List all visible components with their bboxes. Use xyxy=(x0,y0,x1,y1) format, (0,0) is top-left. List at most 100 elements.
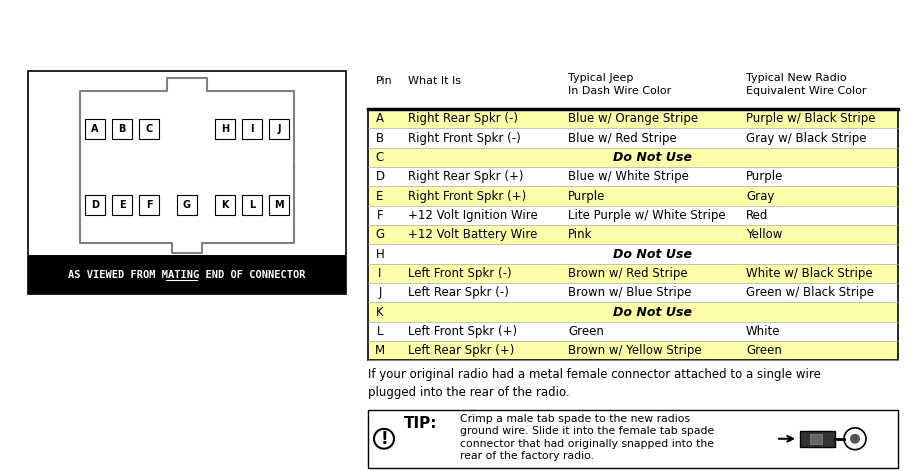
Circle shape xyxy=(843,428,865,450)
Text: TIP:: TIP: xyxy=(404,416,437,431)
Text: G: G xyxy=(183,200,190,210)
Bar xyxy=(215,119,235,139)
Text: K: K xyxy=(221,200,229,210)
Text: I: I xyxy=(250,124,253,134)
Text: Right Front Spkr (-): Right Front Spkr (-) xyxy=(407,132,520,145)
Bar xyxy=(368,264,897,283)
Bar xyxy=(112,119,132,139)
Bar xyxy=(368,410,897,468)
Text: +12 Volt Battery Wire: +12 Volt Battery Wire xyxy=(407,228,537,241)
Text: Left Rear Spkr (-): Left Rear Spkr (-) xyxy=(407,286,508,299)
Text: Do Not Use: Do Not Use xyxy=(613,306,691,319)
Bar xyxy=(368,109,897,360)
Text: E: E xyxy=(118,200,125,210)
Text: What It Is: What It Is xyxy=(407,76,460,86)
Text: White: White xyxy=(745,325,780,338)
Text: Pink: Pink xyxy=(568,228,592,241)
Text: Left Front Spkr (+): Left Front Spkr (+) xyxy=(407,325,517,338)
Bar xyxy=(368,283,897,302)
Text: Blue w/ Red Stripe: Blue w/ Red Stripe xyxy=(568,132,676,145)
Bar xyxy=(215,195,235,215)
Text: Typical New Radio
Equivalent Wire Color: Typical New Radio Equivalent Wire Color xyxy=(745,73,865,96)
Bar xyxy=(368,225,897,244)
Text: A: A xyxy=(375,112,384,125)
Text: C: C xyxy=(145,124,152,134)
Text: M: M xyxy=(374,344,384,357)
Text: E: E xyxy=(376,189,384,203)
Text: Gray w/ Black Stripe: Gray w/ Black Stripe xyxy=(745,132,865,145)
Text: C: C xyxy=(375,151,384,164)
Text: Pin: Pin xyxy=(375,76,393,86)
Text: K: K xyxy=(375,306,384,319)
Text: Do Not Use: Do Not Use xyxy=(613,151,691,164)
Bar xyxy=(177,195,197,215)
Text: Left Front Spkr (-): Left Front Spkr (-) xyxy=(407,267,511,280)
Text: H: H xyxy=(220,124,229,134)
Text: L: L xyxy=(376,325,383,338)
Bar xyxy=(368,187,897,206)
Text: Red: Red xyxy=(745,209,768,222)
Text: Brown w/ Blue Stripe: Brown w/ Blue Stripe xyxy=(568,286,691,299)
Bar xyxy=(85,195,105,215)
Text: Left Rear Spkr (+): Left Rear Spkr (+) xyxy=(407,344,514,357)
Text: J: J xyxy=(378,286,382,299)
Text: D: D xyxy=(91,200,99,210)
Text: L: L xyxy=(249,200,255,210)
Bar xyxy=(28,71,345,295)
Text: White w/ Black Stripe: White w/ Black Stripe xyxy=(745,267,872,280)
Bar xyxy=(809,434,821,444)
Text: Brown w/ Red Stripe: Brown w/ Red Stripe xyxy=(568,267,687,280)
Bar xyxy=(368,244,897,264)
Text: !: ! xyxy=(380,430,387,448)
Text: Purple w/ Black Stripe: Purple w/ Black Stripe xyxy=(745,112,875,125)
Text: Blue w/ Orange Stripe: Blue w/ Orange Stripe xyxy=(568,112,697,125)
Text: Brown w/ Yellow Stripe: Brown w/ Yellow Stripe xyxy=(568,344,701,357)
Text: G: G xyxy=(375,228,384,241)
Text: Jeep-Chrysler 1pc. Radio Wire Harnesses: Jeep-Chrysler 1pc. Radio Wire Harnesses xyxy=(106,17,805,46)
Text: Lite Purple w/ White Stripe: Lite Purple w/ White Stripe xyxy=(568,209,725,222)
Bar xyxy=(368,148,897,167)
Text: Purple: Purple xyxy=(745,170,783,183)
Text: J: J xyxy=(277,124,281,134)
Bar xyxy=(368,302,897,322)
Text: Crimp a male tab spade to the new radios
ground wire. Slide it into the female t: Crimp a male tab spade to the new radios… xyxy=(459,414,713,461)
Text: Right Rear Spkr (-): Right Rear Spkr (-) xyxy=(407,112,517,125)
Bar xyxy=(138,119,159,139)
Bar xyxy=(368,206,897,225)
Bar xyxy=(368,128,897,148)
Bar xyxy=(368,167,897,187)
Bar xyxy=(368,322,897,341)
Bar xyxy=(799,431,834,446)
Bar xyxy=(269,195,289,215)
Text: B: B xyxy=(118,124,126,134)
Text: I: I xyxy=(378,267,382,280)
Text: H: H xyxy=(375,248,384,260)
Text: Green w/ Black Stripe: Green w/ Black Stripe xyxy=(745,286,873,299)
Text: A: A xyxy=(91,124,98,134)
Text: Purple: Purple xyxy=(568,189,605,203)
Bar xyxy=(112,195,132,215)
Text: Yellow: Yellow xyxy=(745,228,782,241)
Circle shape xyxy=(849,434,859,444)
Bar xyxy=(28,255,345,295)
Text: If your original radio had a metal female connector attached to a single wire
pl: If your original radio had a metal femal… xyxy=(368,368,820,400)
Text: Green: Green xyxy=(568,325,603,338)
Text: Typical Jeep
In Dash Wire Color: Typical Jeep In Dash Wire Color xyxy=(568,73,670,96)
Text: Right Front Spkr (+): Right Front Spkr (+) xyxy=(407,189,526,203)
Text: Right Rear Spkr (+): Right Rear Spkr (+) xyxy=(407,170,523,183)
Text: M: M xyxy=(274,200,283,210)
Bar xyxy=(85,119,105,139)
Bar xyxy=(241,195,261,215)
Text: AS VIEWED FROM MATING END OF CONNECTOR: AS VIEWED FROM MATING END OF CONNECTOR xyxy=(68,270,305,280)
Bar xyxy=(368,109,897,128)
Bar xyxy=(138,195,159,215)
Bar xyxy=(269,119,289,139)
Text: +12 Volt Ignition Wire: +12 Volt Ignition Wire xyxy=(407,209,537,222)
Text: D: D xyxy=(375,170,384,183)
Text: F: F xyxy=(146,200,152,210)
Text: F: F xyxy=(376,209,383,222)
Text: Gray: Gray xyxy=(745,189,773,203)
Bar xyxy=(368,341,897,360)
Text: Do Not Use: Do Not Use xyxy=(613,248,691,260)
Bar xyxy=(241,119,261,139)
